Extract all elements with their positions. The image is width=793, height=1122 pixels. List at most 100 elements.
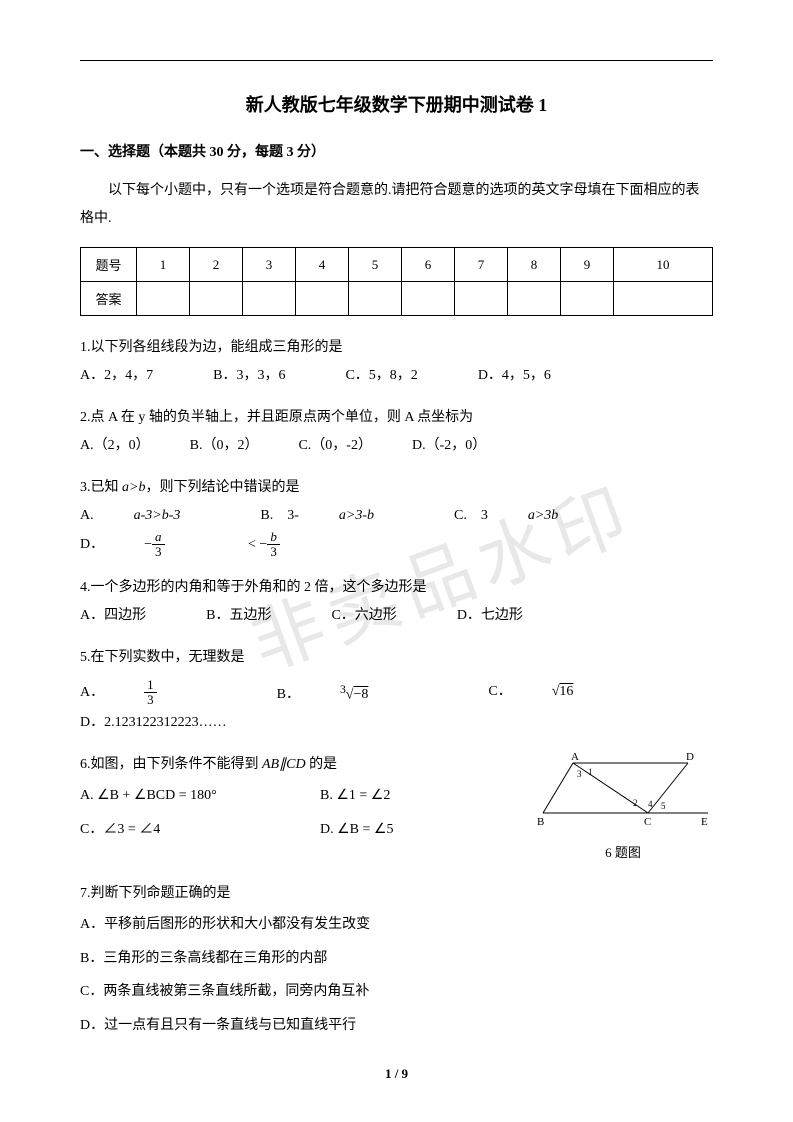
page-title: 新人教版七年级数学下册期中测试卷 1 [80, 91, 713, 117]
question-options: A. ∠B + ∠BCD = 180° B. ∠1 = ∠2 C．∠3 = ∠4… [80, 779, 513, 846]
option-b: B. ∠1 = ∠2 [320, 779, 390, 813]
table-cell [614, 282, 713, 316]
option-b: B．五边形 [206, 602, 271, 630]
option-d: D.（-2，0） [412, 432, 486, 460]
text: B． [277, 681, 300, 709]
section-1-header: 一、选择题（本题共 30 分，每题 3 分） [80, 141, 713, 161]
math-expr: 3√−8 [340, 678, 408, 710]
option-d: D．七边形 [457, 602, 523, 630]
table-cell: 题号 [81, 248, 137, 282]
page-content: 新人教版七年级数学下册期中测试卷 1 一、选择题（本题共 30 分，每题 3 分… [80, 60, 713, 1043]
svg-text:A: A [571, 751, 579, 763]
math-expr: AB∥CD [262, 757, 306, 772]
geometry-diagram: A D B C E 3 1 2 4 5 [533, 751, 713, 831]
option-a: A. a-3>b-3 [80, 502, 220, 530]
option-c: C．两条直线被第三条直线所截，同旁内角互补 [80, 975, 713, 1009]
question-text: 2.点 A 在 y 轴的负半轴上，并且距原点两个单位，则 A 点坐标为 [80, 404, 713, 432]
answer-table: 题号 1 2 3 4 5 6 7 8 9 10 答案 [80, 247, 713, 316]
math-expr: a>b [122, 480, 145, 495]
option-c: C． √16 [488, 678, 653, 710]
svg-text:2: 2 [633, 798, 638, 808]
table-cell: 6 [402, 248, 455, 282]
option-a: A. ∠B + ∠BCD = 180° [80, 779, 320, 813]
option-c: C．六边形 [331, 602, 396, 630]
fraction: b3 [267, 530, 320, 560]
question-6-figure: A D B C E 3 1 2 4 5 6 题图 [533, 751, 713, 866]
svg-text:C: C [644, 816, 651, 828]
fraction: 13 [144, 678, 197, 708]
svg-text:3: 3 [577, 769, 582, 779]
table-cell: 5 [349, 248, 402, 282]
table-cell [137, 282, 190, 316]
table-cell: 8 [508, 248, 561, 282]
table-cell: 4 [296, 248, 349, 282]
option-d: D．2.123122312223…… [80, 709, 227, 737]
svg-text:4: 4 [648, 799, 653, 809]
option-d: D. ∠B = ∠5 [320, 813, 393, 847]
option-a: A．平移前后图形的形状和大小都没有发生改变 [80, 908, 713, 942]
text: A． [80, 679, 104, 707]
table-cell: 3 [243, 248, 296, 282]
question-options: A．四边形 B．五边形 C．六边形 D．七边形 [80, 602, 713, 630]
svg-text:E: E [701, 816, 708, 828]
question-options: A. a-3>b-3 B. 3- a>3-b C. 3a>3b D．−a3 < −… [80, 502, 713, 560]
table-cell: 答案 [81, 282, 137, 316]
question-3: 3.已知 a>b，则下列结论中错误的是 A. a-3>b-3 B. 3- a>3-… [80, 474, 713, 560]
question-1: 1.以下列各组线段为边，能组成三角形的是 A．2，4，7 B．3，3，6 C．5… [80, 334, 713, 390]
question-text: 3.已知 a>b，则下列结论中错误的是 [80, 474, 713, 502]
question-options: A.（2，0） B.（0，2） C.（0，-2） D.（-2，0） [80, 432, 713, 460]
option-a: A． 13 [80, 678, 237, 710]
option-d: D．−a3 < −b3 [80, 530, 360, 560]
table-cell [296, 282, 349, 316]
question-4: 4.一个多边形的内角和等于外角和的 2 倍，这个多边形是 A．四边形 B．五边形… [80, 574, 713, 630]
table-row: 答案 [81, 282, 713, 316]
table-cell [455, 282, 508, 316]
option-d: D．过一点有且只有一条直线与已知直线平行 [80, 1009, 713, 1043]
table-cell: 10 [614, 248, 713, 282]
option-b: B. 3- a>3-b [260, 502, 414, 530]
text: C． [488, 678, 511, 706]
svg-text:B: B [537, 816, 544, 828]
option-b: B．三角形的三条高线都在三角形的内部 [80, 942, 713, 976]
text: 6.如图，由下列条件不能得到 [80, 757, 262, 772]
option-a: A．四边形 [80, 602, 146, 630]
question-text: 4.一个多边形的内角和等于外角和的 2 倍，这个多边形是 [80, 574, 713, 602]
section-1-instructions: 以下每个小题中，只有一个选项是符合题意的.请把符合题意的选项的英文字母填在下面相… [80, 177, 713, 233]
table-cell: 7 [455, 248, 508, 282]
option-b: B． 3√−8 [277, 678, 449, 710]
option-d: D．4，5，6 [478, 362, 551, 390]
table-row: 题号 1 2 3 4 5 6 7 8 9 10 [81, 248, 713, 282]
text: 3.已知 [80, 480, 122, 495]
table-cell [190, 282, 243, 316]
text: 的是 [306, 757, 338, 772]
option-b: B．3，3，6 [213, 362, 285, 390]
svg-text:1: 1 [588, 767, 593, 777]
text: C. 3 [454, 502, 488, 530]
text: ，则下列结论中错误的是 [145, 480, 299, 495]
math-expr: a>3-b [339, 502, 374, 530]
table-cell [243, 282, 296, 316]
question-6: 6.如图，由下列条件不能得到 AB∥CD 的是 A. ∠B + ∠BCD = 1… [80, 751, 713, 866]
top-rule [80, 60, 713, 61]
question-5: 5.在下列实数中，无理数是 A．13 B．3√−8 C．√16 D．2.1231… [80, 644, 713, 738]
option-c: C.（0，-2） [298, 432, 372, 460]
question-text: 1.以下列各组线段为边，能组成三角形的是 [80, 334, 713, 362]
text: D． [80, 531, 104, 559]
option-a: A．2，4，7 [80, 362, 153, 390]
svg-text:5: 5 [661, 801, 666, 811]
option-b: B.（0，2） [190, 432, 259, 460]
page-number: 1 / 9 [0, 1066, 793, 1082]
option-c: C. 3a>3b [454, 502, 598, 530]
math-expr: √16 [552, 678, 614, 706]
text: B. 3- [260, 502, 299, 530]
svg-text:D: D [686, 751, 694, 763]
table-cell [508, 282, 561, 316]
table-cell [349, 282, 402, 316]
table-cell [402, 282, 455, 316]
table-cell [561, 282, 614, 316]
option-a: A.（2，0） [80, 432, 150, 460]
question-7: 7.判断下列命题正确的是 A．平移前后图形的形状和大小都没有发生改变 B．三角形… [80, 880, 713, 1042]
table-cell: 1 [137, 248, 190, 282]
text: A. [80, 502, 94, 530]
question-text: 6.如图，由下列条件不能得到 AB∥CD 的是 [80, 751, 513, 779]
